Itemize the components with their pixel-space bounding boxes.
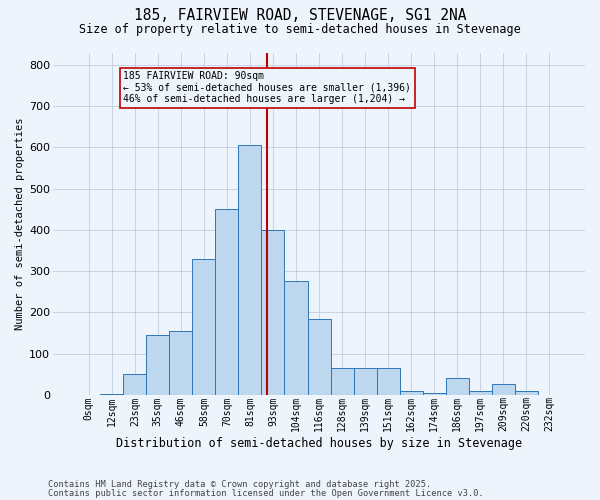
Bar <box>492 384 515 395</box>
Bar <box>146 335 169 395</box>
Bar <box>377 368 400 395</box>
Bar <box>515 390 538 395</box>
Bar <box>124 374 146 395</box>
Bar <box>353 368 377 395</box>
Bar <box>100 394 124 395</box>
Bar <box>238 146 262 395</box>
Bar <box>446 378 469 395</box>
Bar <box>400 390 422 395</box>
X-axis label: Distribution of semi-detached houses by size in Stevenage: Distribution of semi-detached houses by … <box>116 437 522 450</box>
Bar <box>469 390 492 395</box>
Y-axis label: Number of semi-detached properties: Number of semi-detached properties <box>15 118 25 330</box>
Bar <box>262 230 284 395</box>
Text: 185 FAIRVIEW ROAD: 90sqm
← 53% of semi-detached houses are smaller (1,396)
46% o: 185 FAIRVIEW ROAD: 90sqm ← 53% of semi-d… <box>124 71 411 104</box>
Bar <box>215 209 238 395</box>
Bar <box>422 392 446 395</box>
Bar <box>331 368 353 395</box>
Bar <box>308 318 331 395</box>
Bar <box>169 331 193 395</box>
Text: 185, FAIRVIEW ROAD, STEVENAGE, SG1 2NA: 185, FAIRVIEW ROAD, STEVENAGE, SG1 2NA <box>134 8 466 22</box>
Text: Size of property relative to semi-detached houses in Stevenage: Size of property relative to semi-detach… <box>79 22 521 36</box>
Bar <box>193 258 215 395</box>
Bar <box>284 282 308 395</box>
Text: Contains public sector information licensed under the Open Government Licence v3: Contains public sector information licen… <box>48 489 484 498</box>
Text: Contains HM Land Registry data © Crown copyright and database right 2025.: Contains HM Land Registry data © Crown c… <box>48 480 431 489</box>
